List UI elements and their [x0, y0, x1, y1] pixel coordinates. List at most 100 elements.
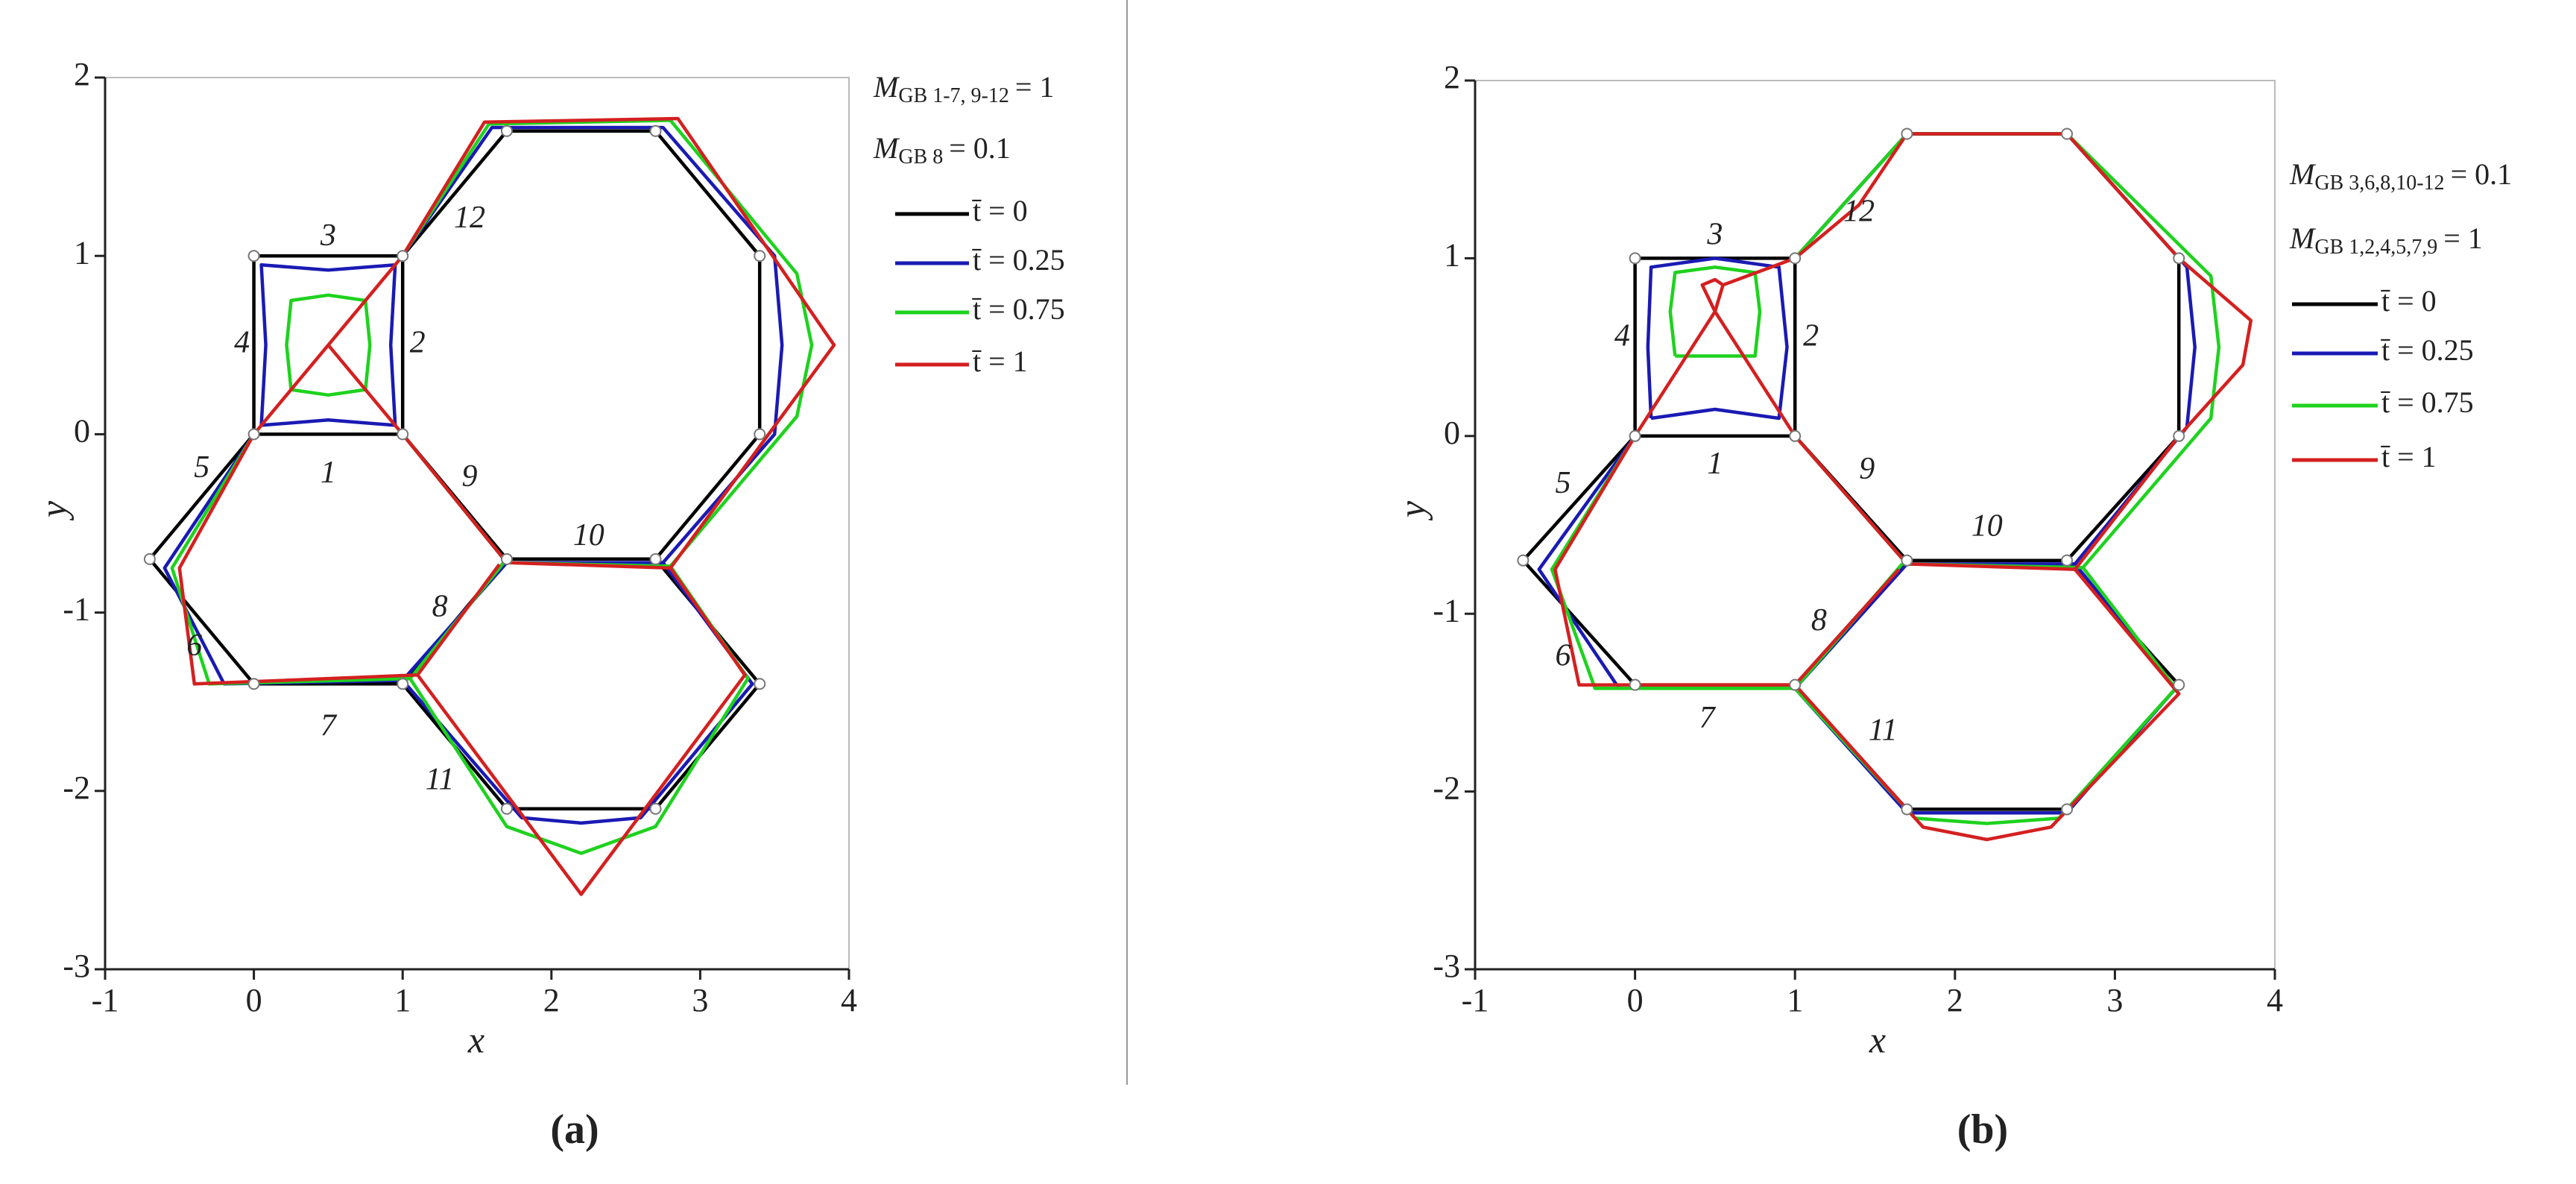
panel-caption: (b)	[1957, 1106, 2008, 1153]
boundary-label: 5	[1556, 466, 1571, 500]
junction-node	[649, 125, 662, 137]
note-symbol: M	[2289, 157, 2317, 191]
note-text: = 1	[1015, 70, 1055, 104]
legend-label: t̄ = 0	[2380, 284, 2436, 318]
y-tick-label: 0	[74, 412, 90, 449]
boundary-label: 10	[573, 518, 604, 552]
series-line	[177, 116, 836, 896]
note-subscript: GB 1-7, 9-12	[898, 84, 1009, 107]
junction-node	[1629, 252, 1641, 265]
boundary-label: 3	[1706, 217, 1723, 251]
junction-node	[2061, 127, 2074, 140]
legend-label: t̄ = 0.25	[2380, 333, 2473, 367]
x-tick-label: -1	[1462, 982, 1489, 1018]
junction-node	[500, 552, 513, 565]
boundary-label: 12	[1843, 194, 1875, 228]
legend-note: MGB 1-7, 9-12 = 1	[873, 70, 1054, 107]
x-tick-label: 0	[246, 982, 262, 1018]
boundary-label: 12	[454, 201, 485, 235]
x-tick-label: -1	[92, 982, 119, 1018]
boundary-label: 10	[1972, 508, 2003, 543]
junction-node	[247, 678, 260, 690]
note-subscript: GB 8	[898, 145, 943, 169]
junction-node	[649, 552, 662, 565]
y-tick-label: 2	[74, 56, 90, 92]
note-text: = 0.1	[949, 131, 1011, 165]
boundary-label: 11	[1869, 714, 1898, 748]
boundary-label: 1	[321, 456, 336, 490]
y-tick-label: -1	[63, 591, 90, 628]
junction-node	[397, 678, 409, 690]
note-text: = 0.1	[2451, 157, 2513, 191]
junction-node	[500, 802, 513, 815]
x-tick-label: 1	[394, 982, 411, 1018]
note-symbol: M	[873, 70, 900, 104]
note-subscript: GB 1,2,4,5,7,9	[2314, 236, 2437, 259]
junction-node	[2173, 429, 2185, 442]
y-tick-label: 1	[1444, 236, 1460, 273]
junction-node	[1901, 803, 1913, 816]
note-symbol: M	[2289, 221, 2317, 255]
legend-label: t̄ = 0.25	[971, 243, 1064, 277]
y-axis-label: y	[32, 500, 74, 521]
x-axis-label: x	[1869, 1018, 1886, 1060]
boundary-label: 1	[1707, 447, 1723, 481]
junction-node	[500, 125, 513, 137]
boundary-label: 7	[321, 709, 338, 743]
junction-node	[247, 428, 260, 441]
series-line	[1537, 132, 2197, 815]
legend-label: t̄ = 0.75	[2380, 385, 2473, 419]
boundary-label: 4	[1614, 318, 1630, 353]
boundary-label: 2	[1803, 318, 1819, 353]
x-tick-label: 3	[692, 982, 708, 1018]
junction-node	[1789, 678, 1802, 691]
x-tick-label: 4	[841, 982, 857, 1018]
junction-node	[1901, 554, 1913, 567]
boundary-label: 6	[186, 629, 202, 663]
junction-node	[754, 678, 766, 690]
y-tick-label: 2	[1444, 59, 1460, 95]
legend-note: MGB 3,6,8,10-12 = 0.1	[2289, 157, 2512, 195]
panel: -1 0 1 2 3 4-3-2-1012xy(a)123456789101112MGB …	[32, 56, 1064, 1153]
boundary-label: 4	[234, 325, 250, 359]
x-tick-label: 2	[543, 982, 560, 1018]
junction-node	[143, 552, 156, 565]
y-tick-label: 1	[74, 234, 90, 271]
junction-node	[397, 428, 409, 441]
boundary-label: 3	[320, 218, 336, 253]
note-subscript: GB 3,6,8,10-12	[2314, 171, 2444, 195]
junction-node	[649, 802, 662, 815]
legend-note: MGB 8 = 0.1	[873, 131, 1011, 169]
boundary-label: 11	[426, 762, 455, 796]
junction-node	[1517, 554, 1530, 567]
junction-node	[1789, 429, 1802, 442]
panel-caption: (a)	[550, 1106, 599, 1153]
boundary-label: 9	[1859, 452, 1875, 486]
junction-node	[2061, 803, 2074, 816]
y-tick-label: 0	[1444, 415, 1460, 451]
legend-label: t̄ = 1	[971, 344, 1027, 378]
boundary-label: 9	[462, 459, 478, 494]
boundary-label: 5	[194, 450, 209, 485]
junction-node	[2173, 252, 2185, 265]
y-tick-label: -1	[1433, 592, 1460, 629]
boundary-label: 8	[1811, 603, 1827, 637]
x-tick-label: 4	[2267, 982, 2283, 1018]
x-tick-label: 1	[1787, 982, 1803, 1018]
x-axis-label: x	[467, 1018, 484, 1060]
x-tick-label: 0	[1627, 982, 1644, 1018]
junction-node	[754, 250, 766, 262]
legend-label: t̄ = 1	[2380, 440, 2436, 473]
note-symbol: M	[873, 131, 900, 165]
legend-note: MGB 1,2,4,5,7,9 = 1	[2289, 221, 2483, 259]
boundary-label: 6	[1556, 638, 1571, 673]
junction-node	[1901, 127, 1913, 140]
junction-node	[1629, 429, 1641, 442]
y-tick-label: -2	[1433, 770, 1460, 807]
junction-node	[397, 250, 409, 262]
series-line	[1553, 132, 2253, 842]
junction-node	[1789, 252, 1802, 265]
note-text: = 1	[2443, 221, 2483, 255]
